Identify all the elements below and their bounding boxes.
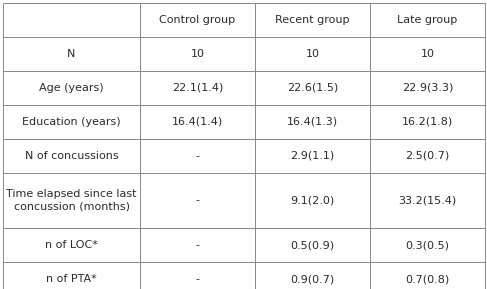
Text: -: - xyxy=(195,195,200,205)
Text: Education (years): Education (years) xyxy=(22,117,121,127)
Text: 22.1(1.4): 22.1(1.4) xyxy=(172,83,223,93)
Text: 2.5(0.7): 2.5(0.7) xyxy=(405,151,450,161)
Text: 0.9(0.7): 0.9(0.7) xyxy=(290,274,335,284)
Text: 0.5(0.9): 0.5(0.9) xyxy=(290,240,335,250)
Text: N of concussions: N of concussions xyxy=(25,151,118,161)
Text: -: - xyxy=(195,151,200,161)
Text: 16.4(1.4): 16.4(1.4) xyxy=(172,117,223,127)
Text: 0.7(0.8): 0.7(0.8) xyxy=(405,274,450,284)
Text: Recent group: Recent group xyxy=(275,15,350,25)
Text: Late group: Late group xyxy=(397,15,458,25)
Text: 10: 10 xyxy=(305,49,319,59)
Text: 33.2(15.4): 33.2(15.4) xyxy=(398,195,457,205)
Text: 10: 10 xyxy=(420,49,434,59)
Text: 22.9(3.3): 22.9(3.3) xyxy=(402,83,453,93)
Text: n of PTA*: n of PTA* xyxy=(46,274,97,284)
Text: Time elapsed since last
concussion (months): Time elapsed since last concussion (mont… xyxy=(6,189,137,212)
Text: 2.9(1.1): 2.9(1.1) xyxy=(290,151,335,161)
Text: Age (years): Age (years) xyxy=(39,83,104,93)
Text: Control group: Control group xyxy=(159,15,236,25)
Text: 22.6(1.5): 22.6(1.5) xyxy=(287,83,338,93)
Text: n of LOC*: n of LOC* xyxy=(45,240,98,250)
Text: 0.3(0.5): 0.3(0.5) xyxy=(406,240,450,250)
Text: -: - xyxy=(195,274,200,284)
Text: N: N xyxy=(67,49,75,59)
Text: -: - xyxy=(195,240,200,250)
Text: 10: 10 xyxy=(190,49,205,59)
Text: 16.4(1.3): 16.4(1.3) xyxy=(287,117,338,127)
Text: 9.1(2.0): 9.1(2.0) xyxy=(290,195,335,205)
Text: 16.2(1.8): 16.2(1.8) xyxy=(402,117,453,127)
